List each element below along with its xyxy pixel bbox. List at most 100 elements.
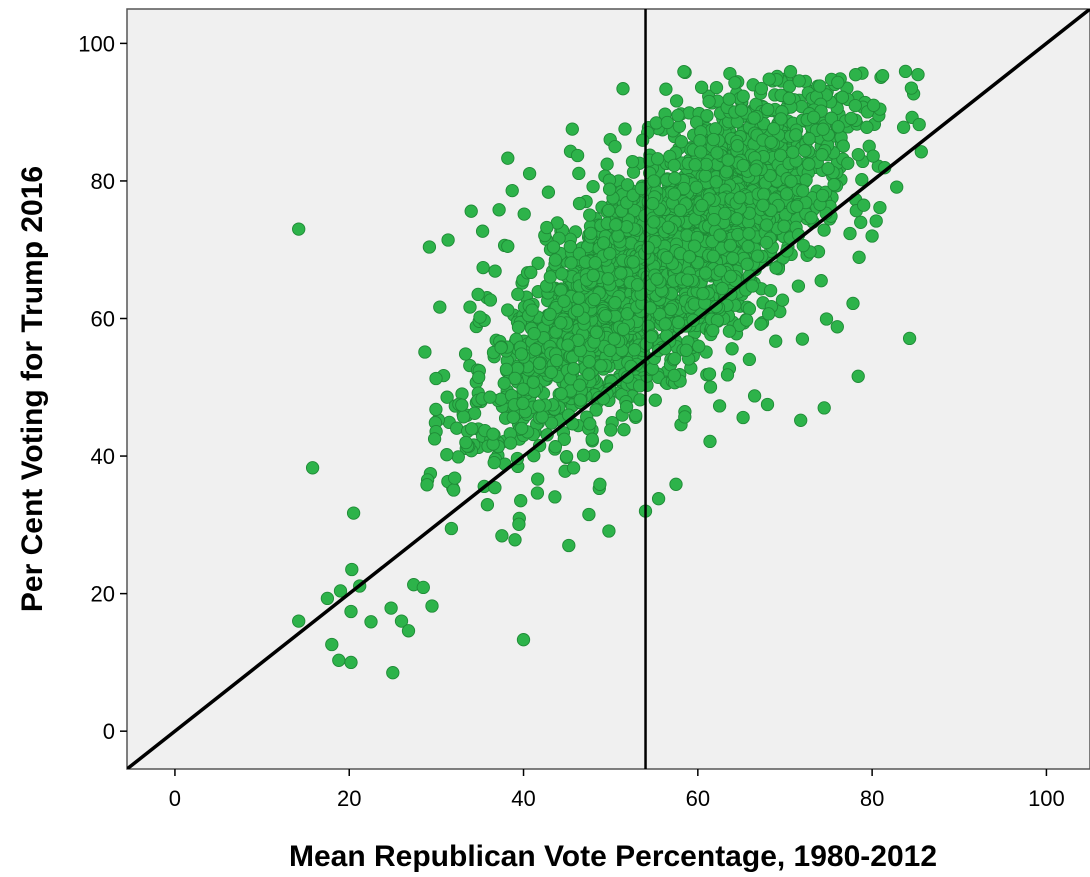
data-point xyxy=(495,529,509,543)
data-point xyxy=(386,666,400,680)
data-point xyxy=(601,203,616,218)
data-point xyxy=(488,480,502,495)
data-point xyxy=(687,239,702,253)
data-point xyxy=(488,264,502,278)
data-point xyxy=(852,250,866,264)
data-point xyxy=(483,293,498,307)
data-point xyxy=(557,432,571,446)
data-point xyxy=(707,212,721,227)
data-point xyxy=(586,268,600,283)
data-point xyxy=(650,152,665,166)
data-point xyxy=(418,345,432,359)
data-point xyxy=(764,135,778,149)
data-point xyxy=(791,279,806,293)
data-point xyxy=(583,208,597,222)
data-point xyxy=(668,171,682,185)
data-point xyxy=(528,343,543,357)
data-point xyxy=(344,655,358,670)
data-point xyxy=(866,98,881,112)
data-point xyxy=(813,79,827,93)
x-axis-title: Mean Republican Vote Percentage, 1980-20… xyxy=(289,840,937,873)
data-point xyxy=(677,65,691,79)
data-point xyxy=(869,214,883,228)
axes: 0 20 40 60 80 100 0 20 40 60 80 100 xyxy=(78,31,1065,811)
data-point xyxy=(599,439,614,453)
data-point xyxy=(844,111,858,126)
data-point xyxy=(708,122,723,136)
data-point xyxy=(709,80,724,95)
data-point xyxy=(754,81,769,96)
data-point xyxy=(742,227,756,241)
data-point xyxy=(525,303,539,317)
data-point xyxy=(669,477,683,491)
data-point xyxy=(703,380,718,394)
data-point xyxy=(912,117,926,132)
data-point xyxy=(475,224,490,238)
data-point xyxy=(721,153,735,167)
data-point xyxy=(719,165,734,179)
data-point xyxy=(570,148,585,163)
y-tick-label: 20 xyxy=(91,582,115,607)
data-point xyxy=(672,119,687,133)
data-point xyxy=(692,339,706,353)
data-point xyxy=(505,183,519,198)
data-point xyxy=(480,498,495,512)
data-point xyxy=(333,584,348,598)
data-point xyxy=(702,367,717,381)
data-point xyxy=(516,382,530,396)
data-point xyxy=(600,157,614,171)
data-point xyxy=(680,273,695,287)
y-tick-label: 40 xyxy=(91,444,115,469)
x-tick-label: 60 xyxy=(686,786,710,811)
data-point xyxy=(693,133,707,148)
data-point xyxy=(667,187,681,201)
data-point xyxy=(769,334,783,348)
data-point xyxy=(540,220,554,235)
data-point xyxy=(589,325,604,339)
data-point xyxy=(725,342,739,356)
data-point xyxy=(563,239,577,254)
data-point xyxy=(700,109,714,123)
data-point xyxy=(773,148,788,162)
data-point xyxy=(736,158,750,173)
data-point xyxy=(566,362,581,376)
data-point xyxy=(401,624,416,638)
data-point xyxy=(550,353,564,368)
data-point xyxy=(789,128,803,142)
data-point xyxy=(554,283,568,297)
data-point xyxy=(497,376,511,390)
data-point xyxy=(855,173,869,187)
data-point xyxy=(836,139,850,153)
data-point xyxy=(603,246,617,261)
data-point xyxy=(795,332,810,346)
data-points xyxy=(292,64,928,680)
data-point xyxy=(332,653,346,667)
data-point xyxy=(501,151,515,165)
data-point xyxy=(668,351,682,366)
data-point xyxy=(630,278,645,292)
data-point xyxy=(896,120,911,134)
data-point xyxy=(584,226,598,241)
data-point xyxy=(459,435,473,450)
data-point xyxy=(516,633,531,647)
data-point xyxy=(694,80,709,94)
data-point xyxy=(425,599,439,613)
data-point xyxy=(784,174,798,188)
y-axis-title: Per Cent Voting for Trump 2016 xyxy=(16,166,49,612)
y-tick-label: 100 xyxy=(78,31,115,56)
data-point xyxy=(851,147,865,162)
data-point xyxy=(790,199,804,213)
data-point xyxy=(546,240,561,254)
data-point xyxy=(761,102,775,117)
data-point xyxy=(456,410,471,424)
data-point xyxy=(608,296,622,310)
data-point xyxy=(450,421,464,435)
data-point xyxy=(702,94,716,109)
data-point xyxy=(522,166,537,181)
data-point xyxy=(499,362,514,377)
data-point xyxy=(531,472,545,486)
data-point xyxy=(416,580,430,595)
data-point xyxy=(516,396,530,410)
data-point xyxy=(815,188,830,203)
